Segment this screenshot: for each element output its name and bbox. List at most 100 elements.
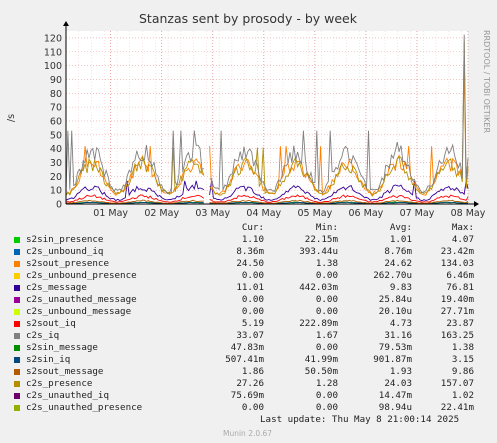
legend-avg: 8.76m [384,246,412,257]
legend-min: 0.00 [315,402,338,413]
legend-avg: 901.87m [373,354,412,365]
legend-swatch [14,260,20,267]
legend-series-name: c2s_unauthed_iq [26,390,109,401]
legend-swatch [14,368,20,375]
legend-avg: 14.47m [378,390,412,401]
legend-row: s2sin_message 47.83m 0.00 79.53m 1.38 [12,342,474,354]
legend-min: 222.89m [299,318,338,329]
legend-row: c2s_iq 33.07 1.67 31.16 163.25 [12,330,474,342]
legend-series-name: c2s_unbound_presence [26,270,137,281]
y-tick-label: 20 [50,172,62,183]
legend-series-name: s2sin_iq [26,354,71,365]
legend-header-cur: Cur: [241,222,264,233]
legend-avg: 98.94u [378,402,412,413]
legend-avg: 1.93 [389,366,412,377]
legend-row: c2s_unauthed_presence 0.00 0.00 98.94u 22.41… [12,402,474,414]
legend-cur: 27.26 [236,378,264,389]
y-tick-label: 90 [50,75,62,86]
legend-swatch [14,356,20,363]
legend-row: s2sin_presence 1.10 22.15m 1.01 4.07 [12,234,474,246]
legend-avg: 25.84u [378,294,412,305]
legend-max: 6.46m [446,270,474,281]
x-tick-label: 04 May [246,208,281,219]
legend-row: c2s_presence 27.26 1.28 24.03 157.07 [12,378,474,390]
legend-swatch [14,404,20,411]
x-tick-label: 07 May [400,208,435,219]
legend-row: s2sout_iq 5.19 222.89m 4.73 23.87 [12,318,474,330]
y-tick-label: 0 [56,200,62,211]
legend-series-name: s2sin_message [26,342,98,353]
legend-min: 442.03m [299,282,338,293]
legend-header-max: Max: [451,222,474,233]
legend-avg: 9.83 [389,282,412,293]
legend-min: 50.50m [304,366,338,377]
series-line-c2s-message [65,180,469,202]
y-tick-label: 100 [44,61,62,72]
legend-swatch [14,344,20,351]
legend-min: 393.44u [299,246,338,257]
rrdtool-watermark: RRDTOOL / TOBI OETIKER [482,30,491,133]
y-tick-label: 30 [50,158,62,169]
plot-area [66,31,468,204]
x-tick-label: 05 May [297,208,332,219]
x-tick-label: 08 May [451,208,486,219]
legend-swatch [14,320,20,327]
legend-series-name: c2s_unauthed_presence [26,402,143,413]
legend-min: 0.00 [315,342,338,353]
legend-series-name: s2sout_message [26,366,104,377]
legend-avg: 79.53m [378,342,412,353]
y-tick-label: 120 [44,33,62,44]
legend-max: 134.03 [440,258,474,269]
series-line-s2sout-message [65,199,469,204]
legend-swatch [14,392,20,399]
legend-series-name: c2s_unbound_message [26,306,132,317]
chart-title: Stanzas sent by prosody - by week [139,11,358,26]
y-axis-arrow [63,21,69,26]
y-tick-label: 70 [50,103,62,114]
legend-row: s2sout_presence 24.50 1.38 24.62 134.03 [12,258,474,270]
legend-max: 19.40m [440,294,474,305]
legend-cur: 75.69m [230,390,264,401]
legend-swatch [14,284,20,291]
legend-swatch [14,380,20,387]
legend-swatch [14,296,20,303]
legend-cur: 5.19 [241,318,264,329]
y-tick-label: 50 [50,130,62,141]
legend-cur: 24.50 [236,258,264,269]
y-tick-label: 40 [50,144,62,155]
legend-row: s2sout_message 1.86 50.50m 1.93 9.86 [12,366,474,378]
legend-avg: 20.10u [378,306,412,317]
legend-max: 157.07 [440,378,474,389]
legend-min: 1.38 [315,258,338,269]
y-tick-label: 60 [50,116,62,127]
legend-series-name: c2s_unbound_iq [26,246,104,257]
legend-avg: 4.73 [389,318,412,329]
legend-min: 0.00 [315,390,338,401]
last-update: Last update: Thu May 8 21:00:14 2025 [260,414,460,425]
legend-series-name: s2sout_iq [26,318,76,329]
legend-swatch [14,308,20,315]
legend-max: 1.02 [451,390,474,401]
legend-avg: 262.70u [373,270,412,281]
legend-min: 0.00 [315,306,338,317]
legend-avg: 24.62 [384,258,412,269]
legend-min: 1.67 [315,330,338,341]
legend-row: c2s_unauthed_message 0.00 0.00 25.84u 19.40m [12,294,474,306]
legend-avg: 1.01 [389,234,412,245]
legend-swatch [14,236,20,243]
chart: Stanzas sent by prosody - by week RRDTOO… [6,11,491,219]
legend-swatch [14,272,20,279]
munin-footer: Munin 2.0.67 [223,429,273,438]
legend-cur: 507.41m [225,354,264,365]
legend-max: 3.15 [451,354,474,365]
legend-max: 23.42m [440,246,474,257]
legend-header-avg: Avg: [389,222,412,233]
series-line-c2s-presence [65,40,469,197]
legend-max: 23.87 [446,318,474,329]
legend-header-min: Min: [315,222,338,233]
legend-table: Cur: Min: Avg: Max: s2sin_presence 1.10 22… [12,222,474,414]
series-line-s2sout-iq [65,194,469,203]
x-tick-label: 03 May [195,208,230,219]
legend-row: c2s_unbound_iq 8.36m 393.44u 8.76m 23.42m [12,246,474,258]
legend-series-name: c2s_presence [26,378,93,389]
